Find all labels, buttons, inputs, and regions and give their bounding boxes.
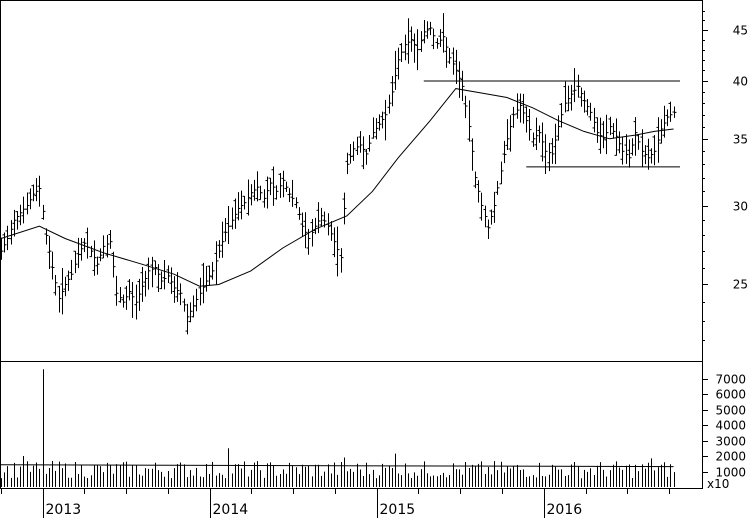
x-axis: 2013 2014 2015 2016	[1, 488, 670, 518]
volume-y-tick-label: 1000	[715, 466, 746, 480]
volume-average-line	[0, 464, 674, 468]
x-year-label: 2014	[213, 502, 249, 518]
price-y-axis: 25 30 35 40 45	[702, 11, 748, 341]
volume-multiplier-label: x10	[707, 477, 729, 491]
volume-y-tick-label: 2000	[715, 450, 746, 464]
volume-y-tick-label: 5000	[715, 404, 746, 418]
volume-bars	[0, 369, 675, 487]
moving-average-line	[0, 88, 674, 287]
trendlines	[423, 80, 680, 168]
price-panel-border	[0, 0, 703, 362]
volume-y-tick-label: 4000	[715, 419, 746, 433]
price-y-tick-label: 45	[733, 24, 748, 38]
price-bars	[0, 13, 677, 335]
x-year-label: 2016	[547, 502, 583, 518]
price-y-tick-label: 40	[733, 75, 748, 89]
volume-y-tick-label: 6000	[715, 388, 746, 402]
x-year-label: 2013	[46, 502, 82, 518]
price-y-tick-label: 35	[733, 133, 748, 147]
price-y-tick-label: 25	[733, 278, 748, 292]
moving-average	[0, 88, 674, 287]
x-year-label: 2015	[380, 502, 416, 518]
price-y-tick-label: 30	[733, 200, 748, 214]
volume-y-tick-label: 3000	[715, 435, 746, 449]
volume-y-tick-label: 7000	[715, 373, 746, 387]
